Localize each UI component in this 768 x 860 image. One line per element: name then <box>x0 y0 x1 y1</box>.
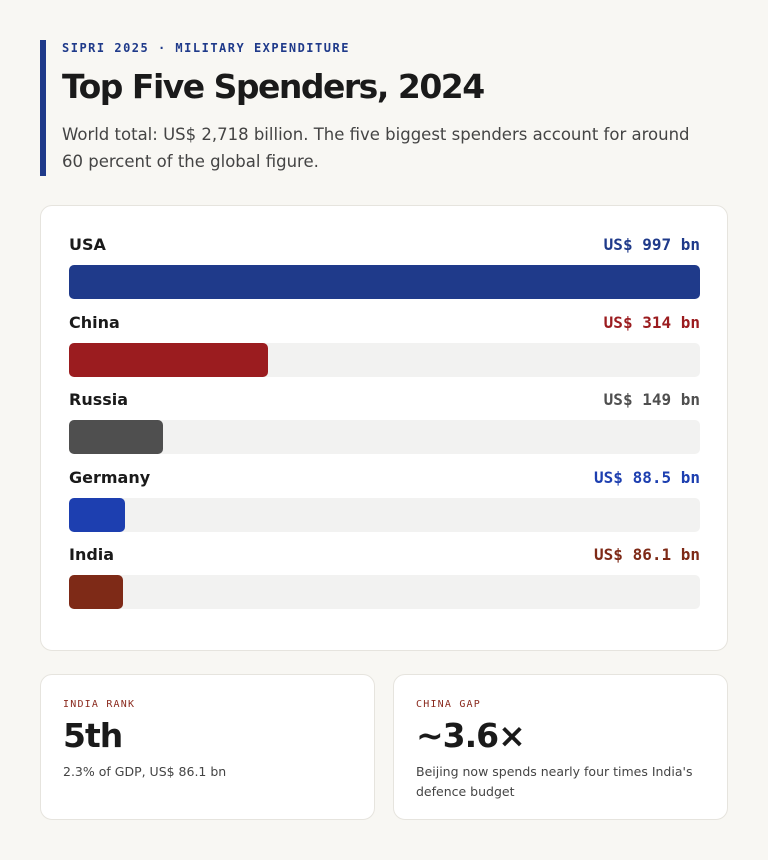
bar-track <box>69 265 700 299</box>
bar <box>69 265 700 299</box>
india-rank-value: 5th <box>63 716 123 755</box>
category-label: Germany <box>69 467 151 487</box>
bar-track <box>69 342 700 377</box>
subtitle: World total: US$ 2,718 billion. The five… <box>62 125 690 171</box>
value-label: US$ 88.5 bn <box>594 467 700 487</box>
bar-row-india: India US$ 86.1 bn <box>69 545 700 611</box>
bar-track <box>69 575 700 609</box>
bar <box>69 575 124 609</box>
bar-row-germany: Germany US$ 88.5 bn <box>69 468 700 534</box>
value-label: US$ 86.1 bn <box>594 545 700 564</box>
bar-track <box>69 420 700 454</box>
china-gap-value: ~3.6× <box>416 716 526 755</box>
value-label: US$ 149 bn <box>603 390 700 409</box>
bar <box>69 420 164 454</box>
page-title: Top Five Spenders, 2024 <box>62 67 485 106</box>
value-label: US$ 314 bn <box>603 312 700 332</box>
india-rank-label: INDIA RANK <box>63 699 136 710</box>
india-rank-card: INDIA RANK 5th 2.3% of GDP, US$ 86.1 bn <box>40 674 375 820</box>
category-label: USA <box>69 235 106 254</box>
china-gap-note: Beijing now spends nearly four times Ind… <box>416 764 693 799</box>
bar-track <box>69 497 700 532</box>
value-label: US$ 997 bn <box>603 235 700 254</box>
bar <box>69 497 125 532</box>
kicker: SIPRI 2025 · MILITARY EXPENDITURE <box>62 41 350 55</box>
category-label: Russia <box>69 390 129 409</box>
bar-chart-card: USA US$ 997 bn China US$ 314 bn Russia US$ 14… <box>40 205 728 651</box>
china-gap-label: CHINA GAP <box>416 699 481 710</box>
china-gap-card: CHINA GAP ~3.6× Beijing now spends nearl… <box>393 674 728 820</box>
bar-row-china: China US$ 314 bn <box>69 313 700 379</box>
category-label: China <box>69 312 120 332</box>
bar-row-usa: USA US$ 997 bn <box>69 235 700 301</box>
bar-row-russia: Russia US$ 149 bn <box>69 390 700 456</box>
category-label: India <box>69 545 115 564</box>
header: SIPRI 2025 · MILITARY EXPENDITURE Top Fi… <box>40 40 700 176</box>
bar <box>69 342 268 377</box>
india-rank-note: 2.3% of GDP, US$ 86.1 bn <box>63 764 227 779</box>
